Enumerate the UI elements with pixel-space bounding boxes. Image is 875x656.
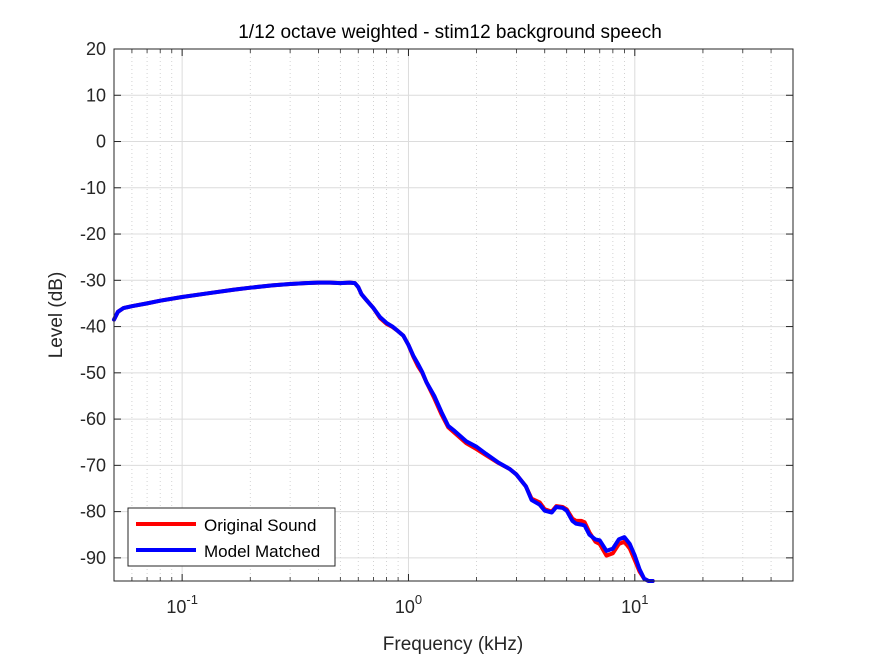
plot-area xyxy=(114,49,793,581)
chart-title: 1/12 octave weighted - stim12 background… xyxy=(238,22,662,43)
y-tick-label: -40 xyxy=(80,317,106,337)
x-tick-label: 100 xyxy=(395,592,422,617)
y-tick-labels: 20 10 0 -10 -20 -30 -40 -50 -60 -70 -80 -90 xyxy=(80,39,106,568)
y-tick-label: -90 xyxy=(80,548,106,568)
y-tick-label: -50 xyxy=(80,363,106,383)
x-axis-label: Frequency (kHz) xyxy=(383,634,523,655)
x-tick-labels: 10-1 100 101 xyxy=(166,592,648,617)
y-tick-label: 20 xyxy=(86,39,106,59)
plot-frame xyxy=(113,48,794,582)
y-axis-label: Level (dB) xyxy=(46,272,67,359)
y-tick-label: -70 xyxy=(80,455,106,475)
legend-box xyxy=(127,507,336,567)
minor-grid xyxy=(131,49,772,581)
y-tick-label: -20 xyxy=(80,224,106,244)
y-tick-label: -80 xyxy=(80,502,106,522)
series-line-model-matched xyxy=(112,280,655,583)
y-tick-label: -30 xyxy=(80,270,106,290)
y-tick-label: -60 xyxy=(80,409,106,429)
y-tick-label: 10 xyxy=(86,85,106,105)
legend-label-model-matched: Model Matched xyxy=(204,542,320,561)
legend-label-original-sound: Original Sound xyxy=(204,516,316,535)
x-tick-label: 101 xyxy=(621,592,648,617)
legend: Original Sound Model Matched xyxy=(127,507,336,567)
x-tick-label: 10-1 xyxy=(166,592,198,617)
y-tick-label: -10 xyxy=(80,178,106,198)
ticks xyxy=(114,48,793,581)
y-tick-label: 0 xyxy=(96,132,106,152)
series-layer xyxy=(112,280,655,583)
